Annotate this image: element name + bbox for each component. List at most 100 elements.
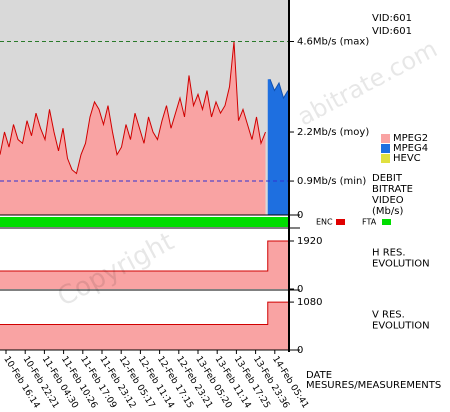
res-step — [168, 271, 174, 289]
res-step — [6, 271, 12, 289]
status-label: ENC — [316, 218, 333, 227]
legend-label: HEVC — [393, 153, 421, 164]
axis-title: (Mb/s) — [372, 206, 403, 217]
res-step — [222, 271, 228, 289]
res-step — [42, 324, 48, 350]
res-step — [209, 271, 215, 289]
res-step — [141, 324, 147, 350]
res-step — [159, 271, 165, 289]
res-step — [33, 271, 39, 289]
res-step — [204, 324, 210, 350]
y-tick-label: 0 — [297, 284, 303, 295]
y-tick-label: 0 — [297, 345, 303, 356]
legend-swatch — [381, 154, 390, 163]
res-step — [83, 324, 89, 350]
res-step — [227, 324, 233, 350]
res-step — [69, 324, 75, 350]
res-step — [51, 271, 57, 289]
res-step — [186, 271, 192, 289]
res-step — [173, 271, 179, 289]
status-swatch — [336, 219, 345, 225]
res-line — [0, 301, 288, 325]
reference-label: 4.6Mb/s (max) — [297, 36, 369, 47]
res-step — [254, 324, 260, 350]
res-step — [191, 324, 197, 350]
res-step — [137, 324, 143, 350]
res-step — [47, 271, 53, 289]
res-step — [119, 324, 125, 350]
res-step — [236, 271, 242, 289]
res-step — [2, 324, 8, 350]
res-step — [177, 324, 183, 350]
res-step — [186, 324, 192, 350]
res-step — [96, 324, 102, 350]
res-step — [222, 324, 228, 350]
res-step — [263, 271, 269, 289]
res-step — [218, 271, 224, 289]
res-step — [195, 271, 201, 289]
res-step — [155, 324, 161, 350]
vid-label: VID:601 — [372, 26, 412, 37]
res-step — [33, 324, 39, 350]
res-step — [24, 271, 30, 289]
res-step — [254, 271, 260, 289]
res-step — [128, 271, 134, 289]
axis-title: BITRATE — [372, 184, 413, 195]
res-step — [150, 324, 156, 350]
res-step — [38, 271, 44, 289]
res-step — [56, 324, 62, 350]
res-step — [164, 271, 170, 289]
res-step — [276, 302, 282, 350]
res-step — [258, 324, 264, 350]
res-step — [164, 324, 170, 350]
res-step — [78, 324, 84, 350]
res-step — [213, 324, 219, 350]
reference-label: 0.9Mb/s (min) — [297, 176, 366, 187]
res-step — [137, 271, 143, 289]
res-step — [92, 271, 98, 289]
res-step — [69, 271, 75, 289]
res-step — [78, 271, 84, 289]
res-step — [272, 241, 278, 289]
series-line — [0, 41, 266, 175]
res-step — [146, 324, 152, 350]
res-step — [20, 324, 26, 350]
status-label: FTA — [362, 218, 377, 227]
res-step — [276, 241, 282, 289]
res-step — [60, 271, 66, 289]
res-step — [240, 324, 246, 350]
res-step — [128, 324, 134, 350]
res-step — [159, 324, 165, 350]
res-step — [65, 271, 71, 289]
axis-title: EVOLUTION — [372, 259, 430, 270]
res-step — [267, 302, 273, 350]
res-step — [87, 271, 93, 289]
res-step — [245, 271, 251, 289]
res-step — [38, 324, 44, 350]
res-step — [231, 271, 237, 289]
res-step — [15, 271, 21, 289]
res-step — [132, 324, 138, 350]
res-step — [105, 324, 111, 350]
res-step — [101, 271, 107, 289]
res-step — [245, 324, 251, 350]
res-step — [11, 271, 17, 289]
res-step — [177, 271, 183, 289]
res-step — [150, 271, 156, 289]
res-step — [101, 324, 107, 350]
res-step — [173, 324, 179, 350]
res-step — [249, 324, 255, 350]
res-step — [20, 271, 26, 289]
vid-label: VID:601 — [372, 13, 412, 24]
res-step — [146, 271, 152, 289]
y-tick-label: 1920 — [297, 236, 322, 247]
series-line — [269, 79, 289, 100]
res-step — [249, 271, 255, 289]
res-step — [182, 271, 188, 289]
res-step — [258, 271, 264, 289]
res-step — [123, 271, 129, 289]
res-step — [272, 302, 278, 350]
legend-label: MPEG4 — [393, 143, 428, 154]
res-step — [218, 324, 224, 350]
